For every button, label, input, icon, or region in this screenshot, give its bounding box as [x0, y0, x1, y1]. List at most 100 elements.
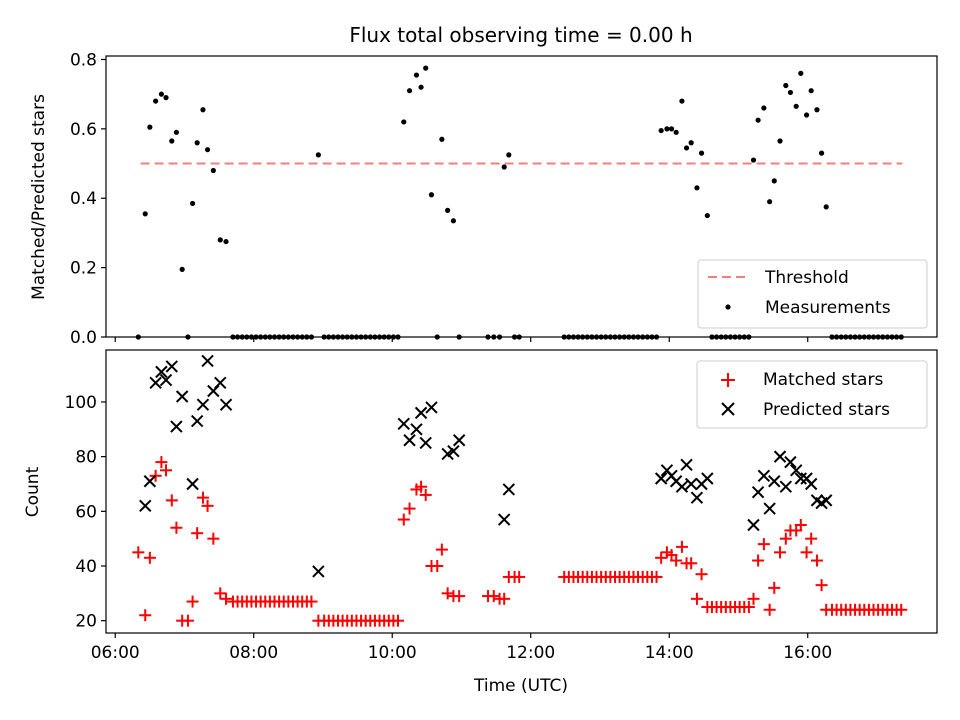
predicted-star-point	[763, 502, 776, 515]
predicted-star-point	[690, 491, 704, 504]
predicted-star-point	[675, 480, 689, 493]
matched-star-point	[513, 570, 526, 583]
matched-star-point	[139, 609, 152, 622]
legend-threshold-label: Threshold	[764, 268, 849, 288]
measurement-point	[823, 204, 829, 210]
top-y-tick-label: 0.2	[70, 259, 97, 279]
measurement-point	[658, 127, 664, 134]
predicted-star-point	[196, 398, 210, 411]
measurement-point	[783, 82, 789, 89]
legend-measurements-label: Measurements	[765, 298, 891, 318]
predicted-star-point	[701, 472, 714, 485]
measurement-point	[668, 126, 675, 132]
predicted-star-point	[175, 390, 189, 403]
matched-star-point	[403, 502, 416, 515]
measurement-point	[204, 147, 211, 153]
matched-star-point	[132, 546, 145, 559]
bottom-x-tick-label: 12:00	[506, 643, 555, 663]
matched-star-point	[186, 595, 199, 608]
matched-star-point	[392, 614, 405, 627]
bottom-legend-box	[696, 360, 928, 429]
bottom-legend: Matched stars Predicted stars	[696, 360, 928, 429]
predicted-star-point	[773, 450, 787, 463]
legend-predicted-label: Predicted stars	[763, 400, 890, 420]
measurement-point	[445, 207, 451, 213]
bottom-y-tick-label: 40	[75, 557, 97, 577]
measurement-point	[428, 192, 435, 198]
predicted-star-point	[502, 483, 516, 496]
measurement-point	[688, 140, 694, 146]
predicted-star-point	[768, 475, 781, 488]
bottom-y-ticks: 20 40 60 80 100	[65, 393, 106, 632]
measurement-point	[450, 218, 457, 224]
matched-star-point	[800, 546, 813, 559]
predicted-star-point	[779, 480, 793, 493]
top-y-ticks: 0.0 0.2 0.4 0.6 0.8	[70, 50, 106, 348]
top-y-tick-label: 0.0	[70, 328, 97, 348]
matched-star-point	[655, 551, 668, 564]
matched-star-point	[220, 592, 233, 605]
matched-star-point	[763, 603, 776, 616]
top-y-tick-label: 0.6	[70, 120, 97, 140]
matched-star-point	[160, 464, 173, 477]
measurement-point	[142, 211, 148, 217]
bottom-plot-frame	[105, 349, 938, 634]
measurement-point	[771, 178, 777, 184]
predicted-stars-points	[139, 354, 833, 578]
matched-stars-points	[132, 456, 908, 627]
matched-star-point	[805, 532, 818, 545]
legend-predicted-swatch	[721, 402, 735, 416]
measurement-point	[158, 91, 164, 97]
measurement-point	[223, 238, 229, 245]
measurement-point	[217, 237, 223, 243]
predicted-star-point	[447, 444, 460, 458]
measurement-point	[814, 107, 820, 113]
matched-star-point	[779, 532, 792, 545]
matched-star-point	[419, 488, 432, 501]
measurement-point	[418, 84, 424, 90]
matched-star-point	[498, 592, 511, 605]
matched-star-point	[181, 614, 194, 627]
predicted-star-point	[170, 420, 183, 433]
matched-star-point	[201, 499, 214, 512]
measurement-point	[761, 105, 767, 111]
matched-star-point	[435, 543, 448, 556]
measurement-point	[506, 152, 512, 158]
predicted-star-point	[410, 423, 423, 436]
matched-star-point	[487, 590, 500, 603]
measurement-point	[147, 124, 153, 130]
measurement-point	[401, 119, 407, 125]
predicted-star-point	[684, 477, 698, 491]
predicted-star-point	[219, 398, 233, 411]
measurement-point	[179, 266, 185, 272]
measurement-point	[798, 70, 804, 76]
matched-star-point	[757, 538, 770, 551]
matched-star-point	[670, 554, 683, 567]
measurement-point	[189, 200, 196, 207]
predicted-star-point	[149, 376, 162, 390]
measurement-point	[787, 89, 794, 96]
matched-star-point	[794, 518, 807, 531]
measurement-point	[683, 145, 690, 151]
measurement-point	[423, 65, 429, 71]
predicted-star-point	[452, 434, 466, 447]
predicted-star-point	[414, 406, 428, 420]
measurement-point	[698, 150, 705, 156]
top-y-axis-label: Matched/Predicted stars	[29, 94, 49, 300]
top-legend: Threshold Measurements	[697, 259, 928, 329]
matched-star-point	[690, 592, 703, 605]
predicted-star-point	[747, 518, 760, 532]
predicted-star-point	[190, 414, 204, 428]
bottom-panel: 20 40 60 80 100 06:00 08:00 10:00 12:00 14:00 16:…	[23, 349, 938, 696]
top-plot-frame	[105, 55, 938, 338]
predicted-star-point	[425, 401, 438, 414]
matched-star-point	[747, 592, 760, 605]
legend-matched-label: Matched stars	[763, 370, 883, 390]
bottom-y-axis-label: Count	[23, 466, 43, 517]
predicted-star-point	[214, 376, 227, 390]
bottom-x-tick-label: 10:00	[368, 643, 417, 663]
matched-star-point	[742, 601, 755, 614]
measurement-point	[673, 129, 679, 135]
bottom-x-axis-label: Time (UTC)	[473, 676, 568, 696]
measurement-point	[704, 212, 710, 219]
